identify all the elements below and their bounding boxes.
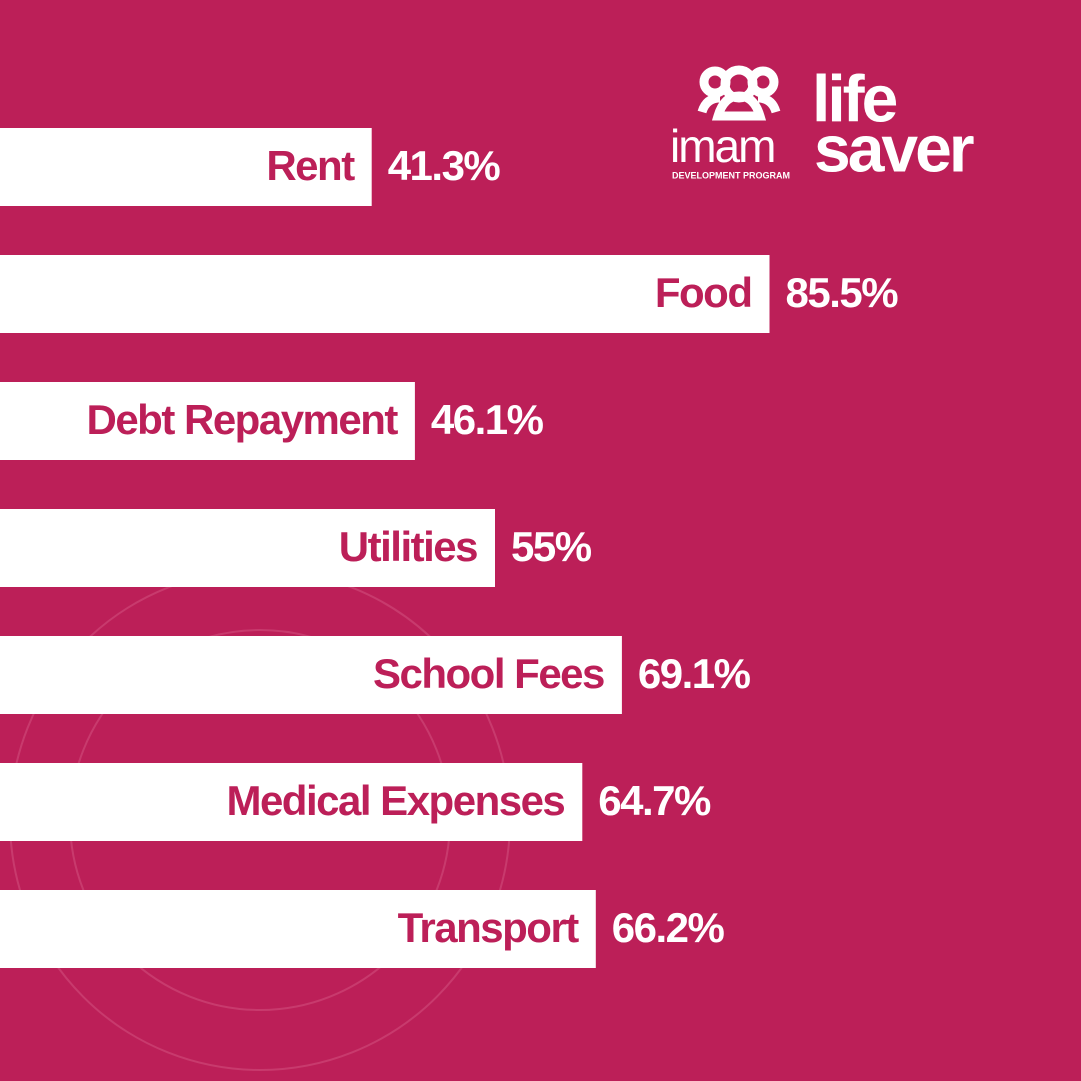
- logo-line2: saver: [814, 111, 974, 185]
- value-label: 55%: [511, 523, 592, 570]
- bar: [0, 890, 596, 968]
- bar: [0, 128, 372, 206]
- value-label: 46.1%: [431, 396, 544, 443]
- category-label: Debt Repayment: [86, 396, 398, 443]
- bar: [0, 382, 415, 460]
- bar: [0, 255, 770, 333]
- bar: [0, 509, 495, 587]
- value-label: 64.7%: [598, 777, 711, 824]
- category-label: School Fees: [373, 650, 604, 697]
- category-label: Medical Expenses: [226, 777, 564, 824]
- logo-line1: life: [812, 61, 897, 135]
- logo-brand: imam: [670, 120, 774, 172]
- value-label: 85.5%: [786, 269, 899, 316]
- category-label: Rent: [266, 142, 355, 189]
- bar: [0, 636, 622, 714]
- bar: [0, 763, 583, 841]
- value-label: 66.2%: [612, 904, 725, 951]
- logo: imam DEVELOPMENT PROGRAM life saver: [670, 61, 977, 185]
- category-label: Utilities: [339, 523, 477, 570]
- logo-tagline: DEVELOPMENT PROGRAM: [672, 170, 790, 180]
- category-label: Transport: [398, 904, 580, 951]
- logo-icon: [697, 65, 781, 121]
- value-label: 41.3%: [388, 142, 501, 189]
- category-label: Food: [655, 269, 752, 316]
- value-label: 69.1%: [638, 650, 751, 697]
